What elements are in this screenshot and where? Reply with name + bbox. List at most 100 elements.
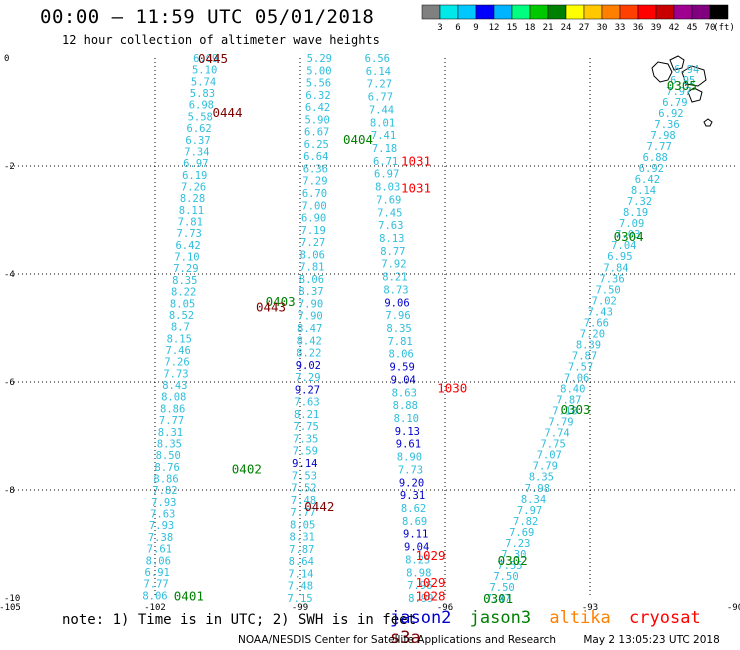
swh-value: 6.70 bbox=[302, 188, 327, 200]
swh-value: 7.02 bbox=[592, 295, 617, 307]
swh-value: 7.87 bbox=[556, 395, 581, 407]
lon-tick-label: -96 bbox=[437, 603, 453, 613]
colorbar-swatch bbox=[583, 4, 603, 20]
swh-value: 8.35 bbox=[157, 438, 182, 450]
swh-value: 6.42 bbox=[635, 174, 660, 186]
swh-value: 7.14 bbox=[288, 568, 313, 580]
swh-value: 7.77 bbox=[159, 415, 184, 427]
swh-value: 7.50 bbox=[493, 571, 518, 583]
swh-value: 8.86 bbox=[160, 403, 185, 415]
pass-label: 0404 bbox=[343, 132, 373, 147]
swh-value: 9.13 bbox=[395, 426, 420, 438]
colorbar-swatch bbox=[457, 4, 477, 20]
swh-value: 6.37 bbox=[185, 135, 210, 147]
colorbar-swatch bbox=[619, 4, 639, 20]
swh-value: 7.98 bbox=[650, 130, 675, 142]
swh-value: 8.15 bbox=[167, 333, 192, 345]
swh-value: 5.83 bbox=[190, 88, 215, 100]
lat-tick-label: -4 bbox=[4, 270, 15, 280]
swh-value: 7.69 bbox=[509, 527, 534, 539]
swh-value: 7.20 bbox=[580, 328, 605, 340]
pass-label: 1030 bbox=[437, 380, 467, 395]
swh-value: 7.81 bbox=[387, 336, 412, 348]
swh-value: 7.10 bbox=[174, 252, 199, 264]
colorbar-tick-label: 24 bbox=[561, 23, 572, 33]
swh-value: 8.50 bbox=[156, 450, 181, 462]
swh-value: 7.77 bbox=[290, 507, 315, 519]
swh-value: 9.14 bbox=[292, 458, 317, 470]
swh-value: 7.53 bbox=[292, 470, 317, 482]
swh-value: 6.95 bbox=[607, 251, 632, 263]
swh-value: 7.34 bbox=[184, 146, 209, 158]
swh-value: 7.41 bbox=[371, 130, 396, 142]
swh-value: 7.97 bbox=[517, 505, 542, 517]
swh-value: 8.05 bbox=[170, 298, 195, 310]
swh-value: 7.82 bbox=[152, 485, 177, 497]
colorbar-tick-label: 6 bbox=[455, 23, 460, 33]
swh-value: 6.97 bbox=[183, 158, 208, 170]
colorbar-swatch bbox=[709, 4, 729, 20]
colorbar-tick-label: 27 bbox=[579, 23, 590, 33]
colorbar-swatch bbox=[493, 4, 513, 20]
swh-value: 6.36 bbox=[303, 163, 328, 175]
swh-value: 7.81 bbox=[299, 262, 324, 274]
swh-value: 8.05 bbox=[290, 519, 315, 531]
colorbar-tick-label: 39 bbox=[651, 23, 662, 33]
swh-value: 6.56 bbox=[365, 53, 390, 65]
pass-label: 0402 bbox=[232, 461, 262, 476]
swh-value: 8.31 bbox=[158, 427, 183, 439]
swh-value: 5.56 bbox=[306, 78, 331, 90]
colorbar-tick-label: 21 bbox=[543, 23, 554, 33]
swh-value: 8.13 bbox=[379, 233, 404, 245]
swh-value: 7.26 bbox=[181, 181, 206, 193]
swh-value: 5.29 bbox=[307, 53, 332, 65]
swh-value: 8.64 bbox=[289, 556, 314, 568]
swh-value: 7.90 bbox=[297, 311, 322, 323]
colorbar-swatch bbox=[475, 4, 495, 20]
swh-value: 6.79 bbox=[662, 97, 687, 109]
swh-value: 7.82 bbox=[513, 516, 538, 528]
pass-label: 1028 bbox=[415, 588, 445, 603]
swh-value: 8.06 bbox=[146, 555, 171, 567]
swh-value: 6.64 bbox=[303, 151, 328, 163]
swh-value: 9.20 bbox=[399, 477, 424, 489]
swh-value: 7.43 bbox=[588, 306, 613, 318]
swh-value: 7.48 bbox=[288, 581, 313, 593]
swh-value: 8.43 bbox=[162, 380, 187, 392]
swh-value: 6.90 bbox=[301, 213, 326, 225]
swh-value: 8.34 bbox=[521, 494, 546, 506]
colorbar-tick-label: 30 bbox=[597, 23, 608, 33]
swh-value: 7.74 bbox=[544, 428, 569, 440]
mission-s3a: s3a bbox=[390, 628, 421, 648]
swh-value: 7.18 bbox=[552, 406, 577, 418]
pass-label: 0445 bbox=[198, 51, 228, 66]
swh-value: 7.35 bbox=[293, 433, 318, 445]
swh-value: 7.84 bbox=[603, 262, 628, 274]
colorbar-swatch bbox=[565, 4, 585, 20]
colorbar-tick-label: 33 bbox=[615, 23, 626, 33]
swh-value: 8.31 bbox=[290, 532, 315, 544]
lat-tick-label: -10 bbox=[4, 594, 20, 604]
swh-value: 8.39 bbox=[576, 339, 601, 351]
swh-value: 8.10 bbox=[394, 413, 419, 425]
swh-value: 7.63 bbox=[378, 220, 403, 232]
lat-tick-label: -6 bbox=[4, 378, 15, 388]
pass-label: 0444 bbox=[212, 105, 242, 120]
swh-value: 5.90 bbox=[304, 114, 329, 126]
swh-value: 8.47 bbox=[297, 323, 322, 335]
swh-value: 8.06 bbox=[142, 590, 167, 602]
swh-value: 7.00 bbox=[301, 200, 326, 212]
swh-value: 6.92 bbox=[639, 163, 664, 175]
swh-value: 7.66 bbox=[584, 317, 609, 329]
swh-value: 7.96 bbox=[407, 580, 432, 592]
swh-value: 7.75 bbox=[294, 421, 319, 433]
swh-value: 6.91 bbox=[145, 567, 170, 579]
colorbar-tick-label: 12 bbox=[489, 23, 500, 33]
lon-tick-label: -90 bbox=[727, 603, 740, 613]
swh-value: 7.81 bbox=[178, 217, 203, 229]
swh-value: 7.38 bbox=[148, 532, 173, 544]
colorbar-swatch bbox=[421, 4, 441, 20]
colorbar-tick-label: 18 bbox=[525, 23, 536, 33]
swh-value: 7.93 bbox=[151, 497, 176, 509]
pass-label: 1031 bbox=[401, 154, 431, 169]
